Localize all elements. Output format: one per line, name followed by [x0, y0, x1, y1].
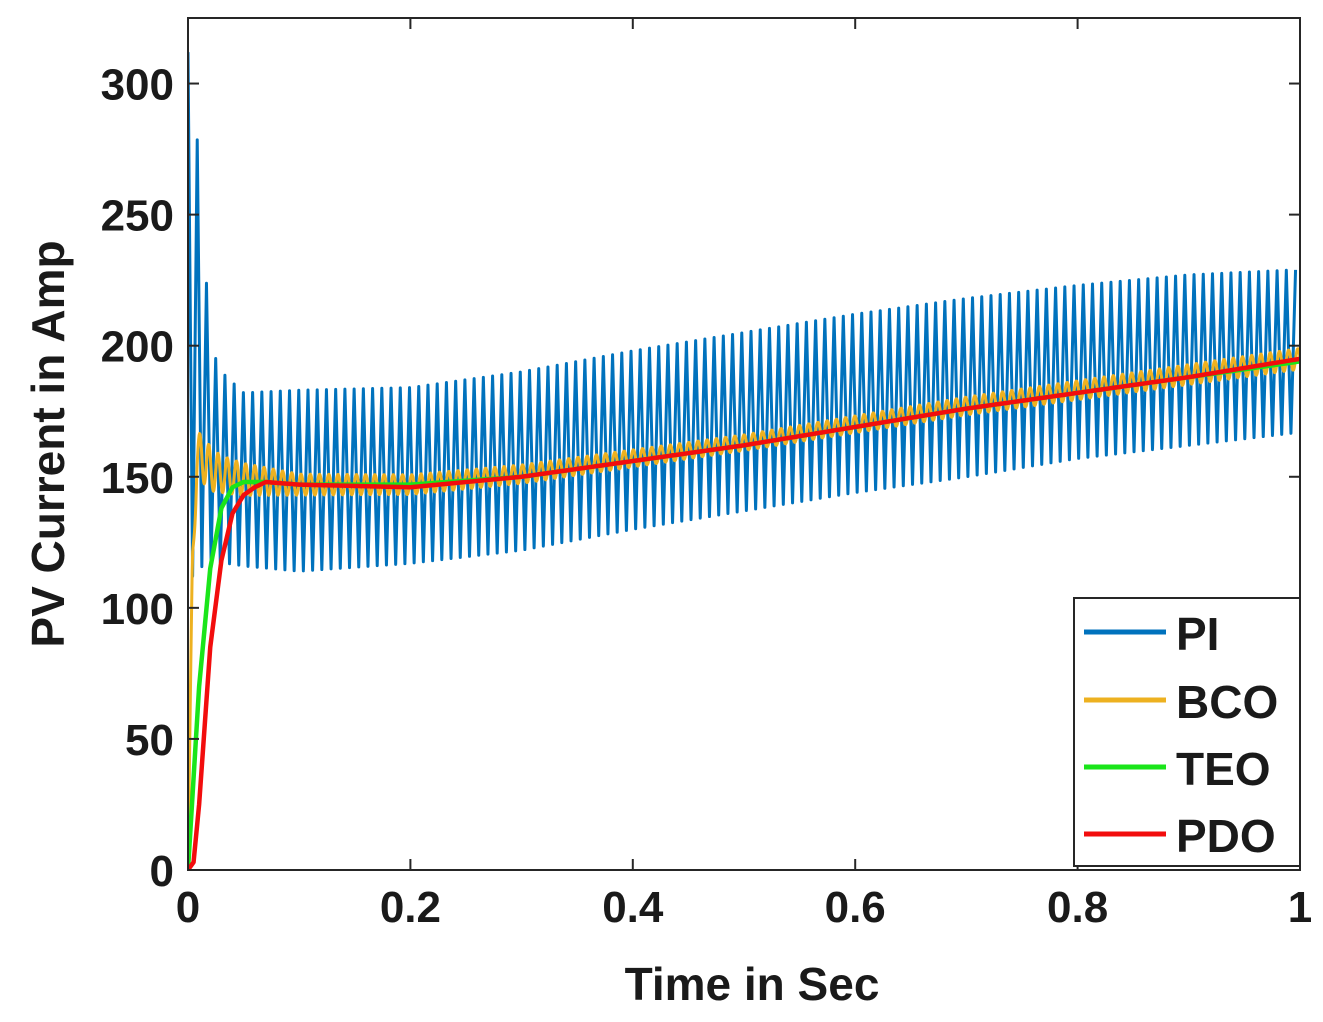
legend-box [1073, 597, 1301, 867]
legend-label-pdo: PDO [1176, 810, 1276, 862]
y-tick-label: 100 [101, 585, 174, 634]
series-line-pi [188, 52, 1298, 578]
x-tick-label: 0.6 [825, 883, 886, 932]
x-tick-label: 0.4 [602, 883, 664, 932]
y-tick-label: 0 [150, 847, 174, 896]
y-tick-label: 300 [101, 61, 174, 110]
legend-label-teo: TEO [1176, 743, 1271, 795]
x-tick-label: 0 [176, 883, 200, 932]
y-tick-label: 150 [101, 454, 174, 503]
axes-layer: 0 0.2 0.4 0.6 0.8 1 0 50 100 150 200 250 300 [101, 18, 1312, 932]
x-tick-label: 0.2 [380, 883, 441, 932]
y-tick-label: 250 [101, 192, 174, 241]
x-axis-label: Time in Sec [625, 958, 880, 1010]
series-layer [188, 52, 1300, 870]
y-tick-label: 200 [101, 323, 174, 372]
plot-frame [187, 17, 1301, 871]
y-axis-label: PV Current in Amp [22, 240, 74, 647]
y-tick-label: 50 [125, 716, 174, 765]
legend: PI BCO TEO PDO [1073, 597, 1301, 867]
legend-label-bco: BCO [1176, 676, 1278, 728]
x-tick-label: 0.8 [1047, 883, 1108, 932]
legend-label-pi: PI [1176, 608, 1219, 660]
series-line-pdo [188, 356, 1300, 870]
series-line-bco [188, 347, 1300, 870]
x-tick-label: 1 [1288, 883, 1312, 932]
